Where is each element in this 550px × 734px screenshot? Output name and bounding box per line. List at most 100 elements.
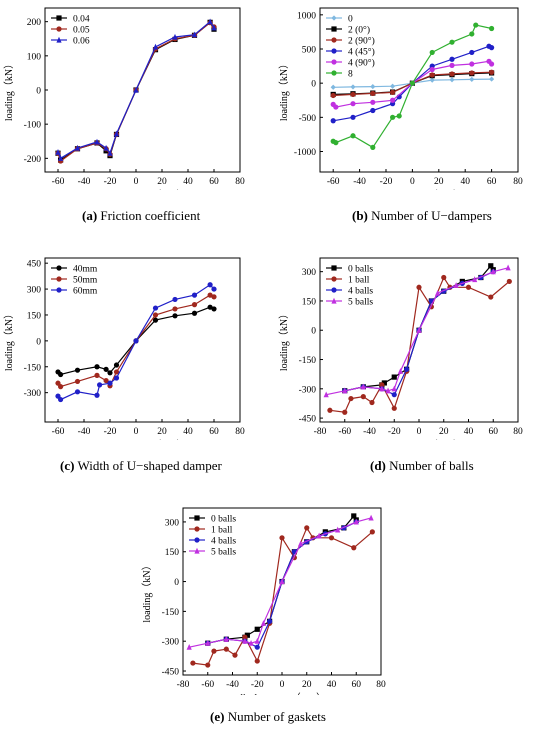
data-point bbox=[107, 150, 113, 156]
data-point bbox=[172, 306, 178, 312]
x-tick-label: -20 bbox=[104, 177, 117, 187]
caption-a-text: Friction coefficient bbox=[97, 208, 201, 223]
data-point bbox=[244, 632, 250, 638]
data-point bbox=[390, 89, 396, 95]
x-tick-label: 0 bbox=[134, 177, 139, 187]
data-point bbox=[370, 99, 376, 105]
data-point bbox=[449, 77, 455, 83]
chart-b-number-of-u-dampers: -60-40-20020406080-1000-50005001000displ… bbox=[278, 7, 523, 190]
data-point bbox=[489, 76, 495, 82]
legend-label: 4 balls bbox=[211, 537, 236, 547]
caption-c-letter: (c) bbox=[60, 458, 75, 473]
chart-c-width-of-u-shaped-damper: -60 -40 -20 0 20 40 60 80 -300 -150 0 150 300 450 disp… bbox=[3, 257, 245, 440]
caption-e: (e) Number of gaskets bbox=[210, 709, 326, 725]
data-point bbox=[304, 525, 310, 531]
data-point bbox=[211, 306, 217, 312]
data-point bbox=[350, 91, 356, 98]
data-point bbox=[489, 69, 495, 75]
y-tick-label: 0 bbox=[36, 87, 41, 97]
data-point bbox=[350, 101, 356, 107]
data-point bbox=[379, 382, 385, 388]
data-point bbox=[390, 114, 396, 120]
data-point bbox=[207, 18, 213, 25]
x-tick-label: 0 bbox=[417, 427, 422, 437]
legend-marker bbox=[331, 287, 337, 293]
series-5 bbox=[330, 22, 495, 150]
data-point bbox=[133, 86, 139, 93]
data-point bbox=[506, 278, 512, 285]
series-0 bbox=[55, 304, 217, 378]
data-point bbox=[58, 396, 64, 403]
legend-label: 0.06 bbox=[73, 37, 90, 47]
legend-label: 8 bbox=[348, 70, 353, 80]
data-point bbox=[211, 24, 217, 31]
data-point bbox=[449, 56, 455, 62]
legend-label: 0 balls bbox=[348, 265, 373, 275]
legend-label: 4 balls bbox=[348, 287, 373, 297]
x-tick-label: -20 bbox=[251, 680, 264, 690]
data-point bbox=[260, 620, 267, 626]
y-tick-label: 300 bbox=[165, 518, 180, 528]
data-point bbox=[74, 367, 81, 373]
legend-marker bbox=[194, 515, 200, 521]
legend-marker bbox=[194, 537, 200, 543]
data-point bbox=[360, 383, 366, 390]
data-point bbox=[351, 513, 357, 519]
data-point bbox=[472, 276, 478, 283]
data-point bbox=[242, 638, 248, 644]
x-tick-label: -40 bbox=[78, 177, 91, 187]
x-tick-label: -60 bbox=[52, 177, 65, 187]
y-tick-label: -150 bbox=[299, 356, 317, 366]
series-2 bbox=[55, 18, 217, 161]
data-point bbox=[113, 369, 120, 375]
data-point bbox=[379, 385, 385, 392]
data-point bbox=[74, 378, 81, 385]
data-point bbox=[103, 144, 109, 151]
x-tick-label: -60 bbox=[201, 680, 214, 690]
y-axis-label: loading（kN） bbox=[141, 560, 153, 622]
series-3 bbox=[186, 514, 374, 650]
data-point bbox=[207, 292, 213, 298]
x-tick-label: -20 bbox=[380, 177, 393, 187]
data-point bbox=[207, 304, 213, 310]
data-point bbox=[107, 370, 113, 376]
y-tick-label: 0 bbox=[311, 327, 316, 337]
legend-label: 5 balls bbox=[211, 548, 236, 558]
x-tick-label: 20 bbox=[157, 177, 167, 187]
caption-c: (c) Width of U−shaped damper bbox=[60, 458, 222, 474]
plot-frame bbox=[319, 7, 519, 173]
x-tick-label: -40 bbox=[226, 680, 239, 690]
y-tick-label: 200 bbox=[27, 18, 42, 28]
y-tick-label: -300 bbox=[24, 389, 42, 399]
y-tick-label: -150 bbox=[162, 608, 180, 618]
data-point bbox=[381, 380, 387, 386]
legend-marker bbox=[194, 526, 200, 532]
data-point bbox=[323, 391, 329, 398]
data-point bbox=[316, 532, 322, 539]
legend-label: 2 (0°) bbox=[348, 25, 370, 36]
series-2 bbox=[55, 282, 217, 403]
caption-d-letter: (d) bbox=[370, 458, 386, 473]
data-point bbox=[369, 399, 375, 406]
data-point bbox=[350, 133, 356, 139]
data-point bbox=[333, 140, 339, 146]
data-point bbox=[396, 113, 402, 119]
data-point bbox=[488, 294, 494, 300]
data-point bbox=[94, 392, 100, 398]
x-tick-label: 20 bbox=[434, 177, 444, 187]
legend-label: 0 bbox=[348, 15, 353, 25]
data-point bbox=[191, 302, 198, 308]
data-point bbox=[469, 49, 475, 56]
data-point bbox=[385, 387, 391, 394]
caption-b-text: Number of U−dampers bbox=[367, 208, 492, 223]
y-tick-label: -450 bbox=[162, 668, 180, 678]
caption-d: (d) Number of balls bbox=[370, 458, 474, 474]
legend-marker bbox=[331, 276, 337, 282]
y-tick-label: 1000 bbox=[297, 11, 316, 21]
legend-marker bbox=[56, 15, 62, 21]
data-point bbox=[368, 514, 374, 521]
data-point bbox=[94, 372, 100, 378]
legend-marker bbox=[331, 26, 337, 32]
